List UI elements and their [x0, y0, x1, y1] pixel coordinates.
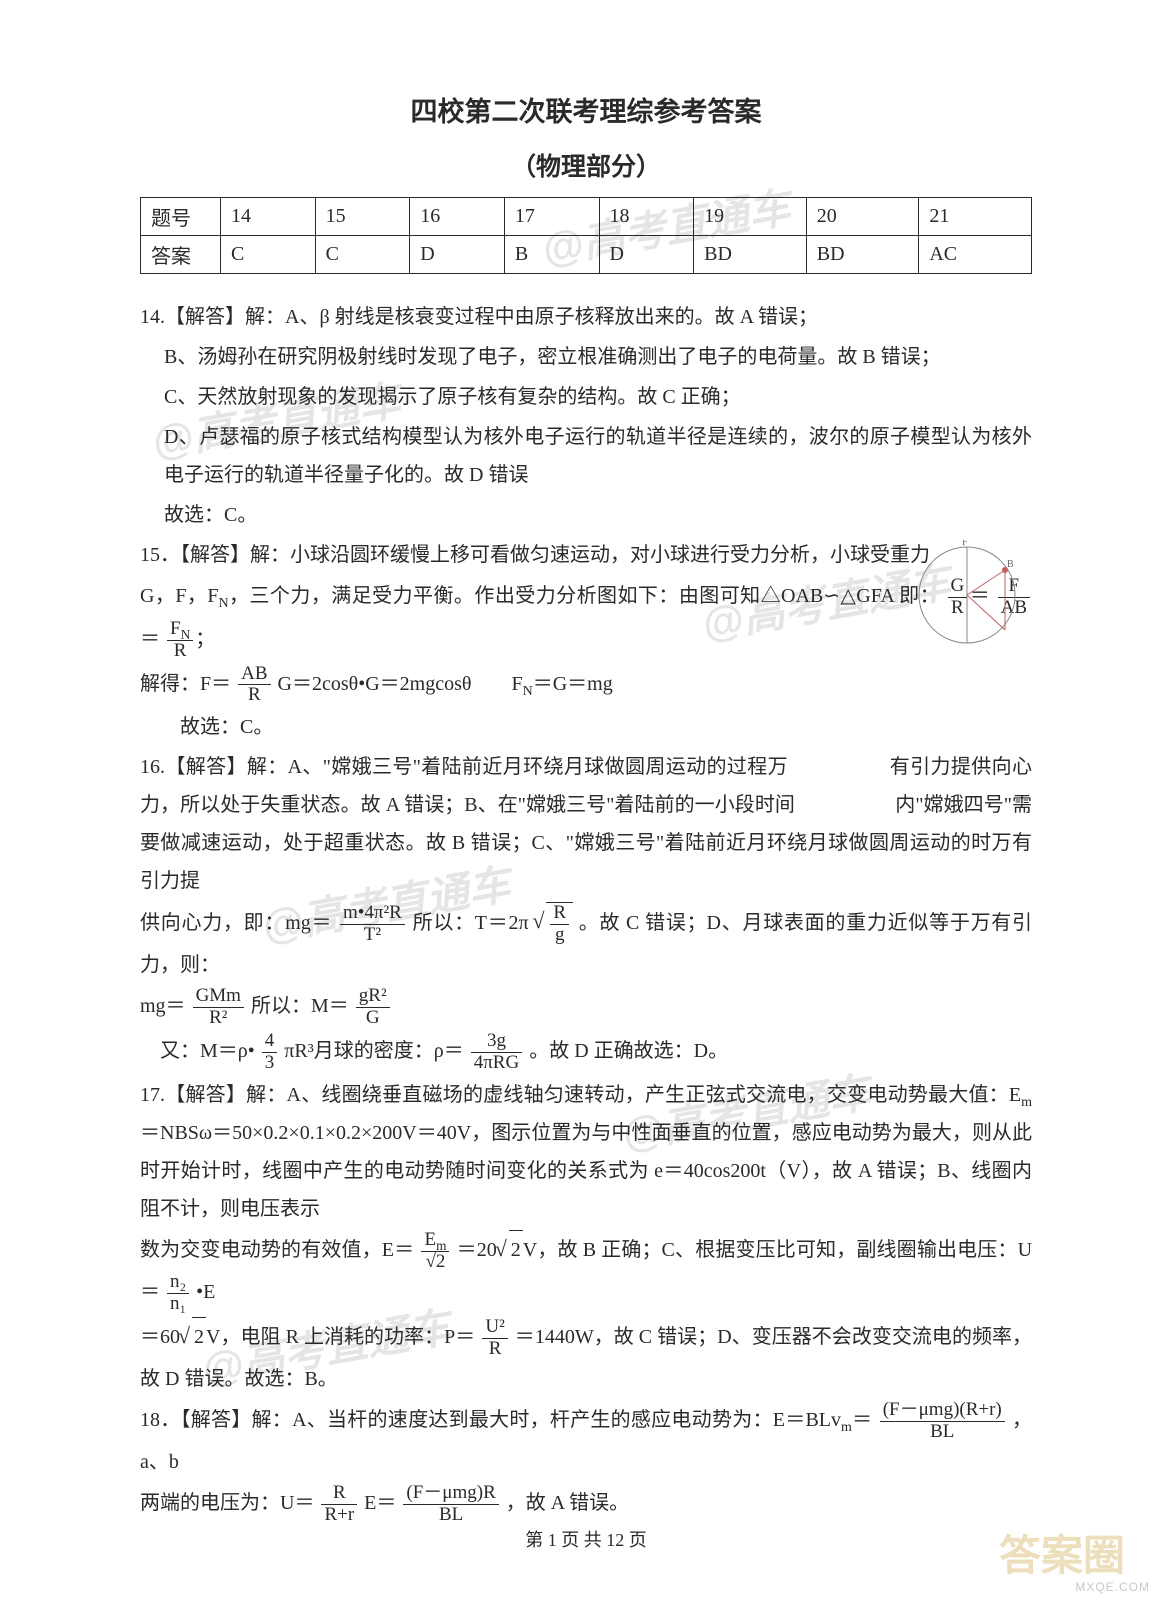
fraction: Em√2 [421, 1230, 449, 1273]
q17-l1: 17.【解答】解：A、线圈绕垂直磁场的虚线轴匀速转动，产生正弦式交流电，交变电动… [140, 1076, 1032, 1228]
document-content: 四校第二次联考理综参考答案 （物理部分） 题号 14 15 16 17 18 1… [140, 90, 1032, 1526]
sqrt-icon: Rg [534, 902, 573, 946]
table-row: 题号 14 15 16 17 18 19 20 21 [141, 198, 1032, 236]
svg-text:答案圈: 答案圈 [999, 1532, 1125, 1579]
doc-title: 四校第二次联考理综参考答案 [140, 90, 1032, 129]
site-url: MXQE.COM [1075, 1580, 1150, 1594]
fraction: U²R [482, 1317, 507, 1360]
fraction: n₂n₁ [167, 1272, 189, 1315]
q14-line: C、天然放射现象的发现揭示了原子核有复杂的结构。故 C 正确； [140, 378, 1032, 416]
fraction: gR²G [356, 986, 390, 1029]
fraction: (F－μmg)(R+r)BL [880, 1400, 1005, 1443]
svg-text:F: F [962, 540, 968, 548]
q15-l3: 解得：F＝ ABR G＝2cosθ•G＝2mgcosθ FN＝G＝mg [140, 664, 1032, 707]
q15-head: 15．【解答】解：小球沿圆环缓慢上移可看做匀速运动，对小球进行受力分析，小球受重… [140, 536, 1032, 574]
row-header: 答案 [141, 236, 221, 274]
doc-subtitle: （物理部分） [140, 147, 1032, 183]
q15-l2: G，F，FN，三个力，满足受力平衡。作出受力分析图如下：由图可知△OAB∽△GF… [140, 576, 1032, 662]
row-header: 题号 [141, 198, 221, 236]
q18-l1: 18．【解答】解：A、当杆的速度达到最大时，杆产生的感应电动势为：E＝BLvm＝… [140, 1400, 1032, 1481]
q14-end: 故选：C。 [140, 496, 1032, 534]
q16-head: 16.【解答】解：A、"嫦娥三号"着陆前近月环绕月球做圆周运动的过程万 有引力提… [140, 748, 1032, 900]
svg-text:B: B [1007, 559, 1014, 570]
fraction: (F－μmg)RBL [403, 1483, 498, 1526]
force-diagram: F B [907, 540, 1037, 670]
q14-line: D、卢瑟福的原子核式结构模型认为核外电子运行的轨道半径是连续的，波尔的原子模型认… [140, 418, 1032, 494]
q18-l2: 两端的电压为：U＝ RR+r E＝ (F－μmg)RBL ，故 A 错误。 [140, 1483, 1032, 1526]
q14-line: B、汤姆孙在研究阴极射线时发现了电子，密立根准确测出了电子的电荷量。故 B 错误… [140, 338, 1032, 376]
answer-table: 题号 14 15 16 17 18 19 20 21 答案 C C D B D … [140, 197, 1032, 274]
fraction: ABR [238, 664, 270, 707]
sqrt-icon: 2 [497, 1230, 523, 1269]
fraction: 3g4πRG [471, 1031, 523, 1074]
fraction: m•4π²RT² [340, 903, 405, 946]
fraction: RR+r [321, 1483, 357, 1526]
q17-l3: ＝602V，电阻 R 上消耗的功率：P＝ U²R ＝1440W，故 C 错误；D… [140, 1317, 1032, 1398]
sqrt-icon: 2 [180, 1317, 206, 1356]
fraction: FNR [167, 619, 193, 662]
fraction: 43 [262, 1031, 278, 1074]
q15-end: 故选：C。 [140, 708, 1032, 746]
table-row: 答案 C C D B D BD BD AC [141, 236, 1032, 274]
q16-l3: mg＝ GMmR² 所以：M＝ gR²G [140, 986, 1032, 1029]
q16-l4: 又：M＝ρ• 43 πR³月球的密度：ρ＝ 3g4πRG 。故 D 正确故选：D… [140, 1031, 1032, 1074]
q17-l2: 数为交变电动势的有效值，E＝ Em√2 ＝202V，故 B 正确；C、根据变压比… [140, 1230, 1032, 1316]
fraction: GMmR² [193, 986, 244, 1029]
q14-line: 14.【解答】解：A、β 射线是核衰变过程中由原子核释放出来的。故 A 错误； [140, 298, 1032, 336]
q16-l2: 供向心力，即：mg＝ m•4π²RT² 所以：T＝2π Rg 。故 C 错误；D… [140, 902, 1032, 984]
